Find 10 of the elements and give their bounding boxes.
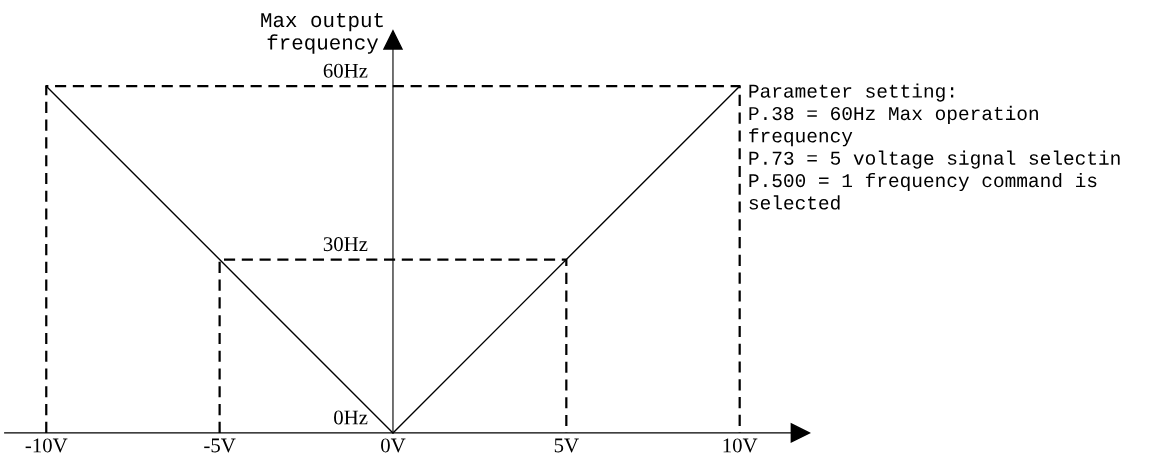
y-tick-label: 0Hz (334, 410, 368, 425)
y-tick-label: 30Hz (323, 237, 368, 252)
y-tick-label: 60Hz (323, 63, 368, 78)
y-axis-title: Max output frequency (261, 13, 383, 54)
x-tick-label: 0V (381, 438, 406, 453)
x-tick-label: -10V (25, 438, 68, 453)
x-tick-label: 5V (554, 438, 579, 453)
x-tick-label: 10V (723, 438, 758, 453)
annotation: Parameter setting: P.38 = 60Hz Max operation frequency P.73 = 5 voltage signal selectin P.500 = 1 frequency command is selected (749, 83, 1120, 210)
x-tick-label: -5V (204, 438, 236, 453)
